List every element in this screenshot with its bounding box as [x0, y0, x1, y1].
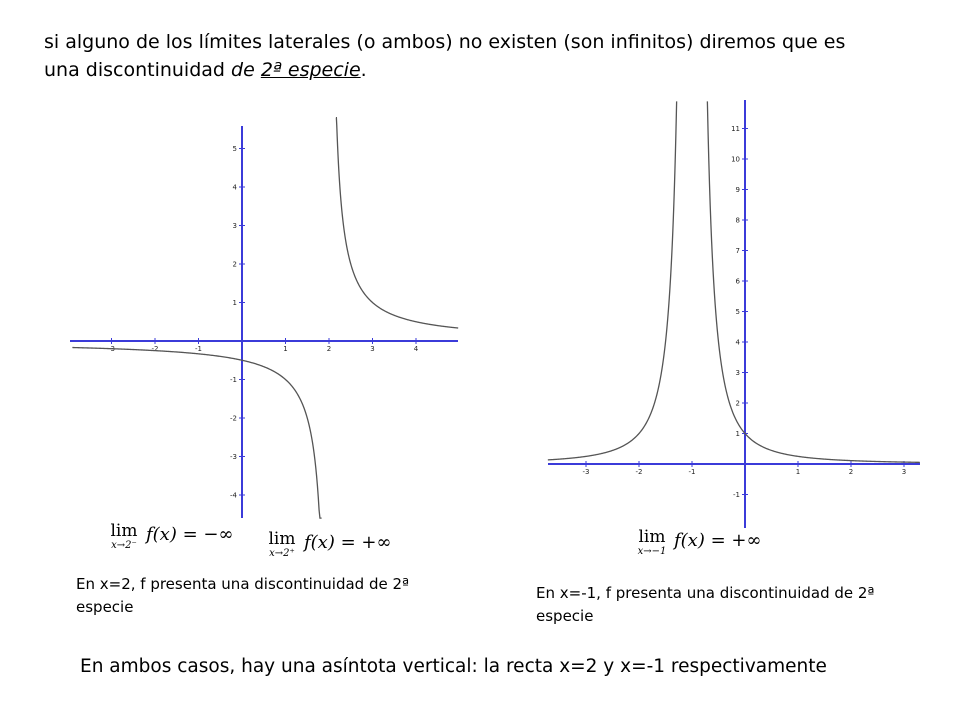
x-tick-label: -2 — [636, 468, 643, 476]
limit-expression: f(x) = +∞ — [304, 532, 392, 553]
y-tick-label: -1 — [733, 491, 740, 499]
limit-subscript: x→−1 — [637, 546, 667, 557]
y-tick-label: 2 — [233, 261, 237, 269]
limit-expression: f(x) = +∞ — [674, 530, 762, 551]
limit-expression: f(x) = −∞ — [146, 524, 234, 545]
limit-lim: lim — [268, 529, 296, 549]
y-tick-label: 3 — [233, 222, 237, 230]
intro-line-2: una discontinuidad de 2ª especie. — [44, 56, 924, 84]
y-tick-label: -3 — [230, 453, 237, 461]
intro-de: de — [231, 59, 261, 81]
curve-left-branch — [547, 101, 678, 461]
x-tick-label: 4 — [414, 345, 419, 353]
x-tick-label: -1 — [195, 345, 202, 353]
x-tick-label: -2 — [152, 345, 159, 353]
limit-right-x2: lim x→2⁺ f(x) = +∞ — [262, 529, 392, 559]
x-tick-label: 3 — [902, 468, 906, 476]
y-tick-label: 3 — [736, 369, 740, 377]
y-tick-label: 1 — [233, 299, 237, 307]
curve-right-branch — [706, 101, 920, 463]
y-ticks: 5 4 3 2 1 -1 -2 -3 -4 — [230, 145, 245, 500]
y-tick-label: -1 — [230, 376, 237, 384]
conclusion-text: En ambos casos, hay una asíntota vertica… — [80, 656, 827, 677]
caption-graph-1: En x=2, f presenta una discontinuidad de… — [76, 575, 410, 616]
y-tick-label: 7 — [736, 247, 740, 255]
y-tick-label: 9 — [736, 186, 740, 194]
y-tick-label: 4 — [736, 339, 741, 347]
y-tick-label: -2 — [230, 415, 237, 423]
intro-especie: 2ª especie — [260, 59, 361, 81]
y-tick-label: 8 — [736, 217, 740, 225]
y-ticks: 11 10 9 8 7 6 5 4 3 2 1 -1 — [731, 125, 748, 499]
intro-period: . — [360, 59, 367, 81]
intro-line-2-prefix: una discontinuidad — [44, 59, 232, 81]
limit-subscript: x→2⁻ — [111, 540, 137, 551]
curve-right-branch — [335, 117, 459, 329]
y-tick-label: 11 — [731, 125, 740, 133]
graph-asymptote-x2: -3 -2 -1 1 2 3 4 5 4 3 2 1 -1 -2 -3 -4 — [70, 117, 459, 519]
limit-subscript: x→2⁺ — [269, 548, 295, 559]
y-tick-label: 6 — [736, 278, 741, 286]
limit-lim: lim — [638, 527, 666, 547]
caption-graph-2: En x=-1, f presenta una discontinuidad d… — [536, 584, 875, 625]
graph-asymptote-x-1: -3 -2 -1 1 2 3 11 10 9 8 7 6 5 4 3 2 1 -1 — [547, 100, 920, 528]
y-tick-label: 5 — [233, 145, 237, 153]
y-tick-label: 1 — [736, 430, 740, 438]
limit-x-1: lim x→−1 f(x) = +∞ — [632, 527, 762, 557]
x-ticks: -3 -2 -1 1 2 3 — [583, 461, 906, 476]
y-tick-label: 10 — [731, 156, 740, 164]
limit-lim: lim — [110, 521, 138, 541]
intro-line-1: si alguno de los límites laterales (o am… — [44, 31, 846, 53]
x-tick-label: 1 — [283, 345, 287, 353]
y-tick-label: 4 — [233, 184, 238, 192]
y-tick-label: 5 — [736, 308, 740, 316]
x-tick-label: 2 — [327, 345, 331, 353]
x-tick-label: 2 — [849, 468, 853, 476]
intro-text: si alguno de los límites laterales (o am… — [44, 28, 924, 84]
x-tick-label: -3 — [583, 468, 590, 476]
curve-left-branch — [72, 346, 322, 519]
limit-left-x2: lim x→2⁻ f(x) = −∞ — [104, 521, 234, 551]
x-tick-label: -1 — [689, 468, 696, 476]
x-tick-label: 3 — [370, 345, 374, 353]
y-tick-label: 2 — [736, 400, 740, 408]
x-tick-label: 1 — [796, 468, 800, 476]
y-tick-label: -4 — [230, 492, 238, 500]
